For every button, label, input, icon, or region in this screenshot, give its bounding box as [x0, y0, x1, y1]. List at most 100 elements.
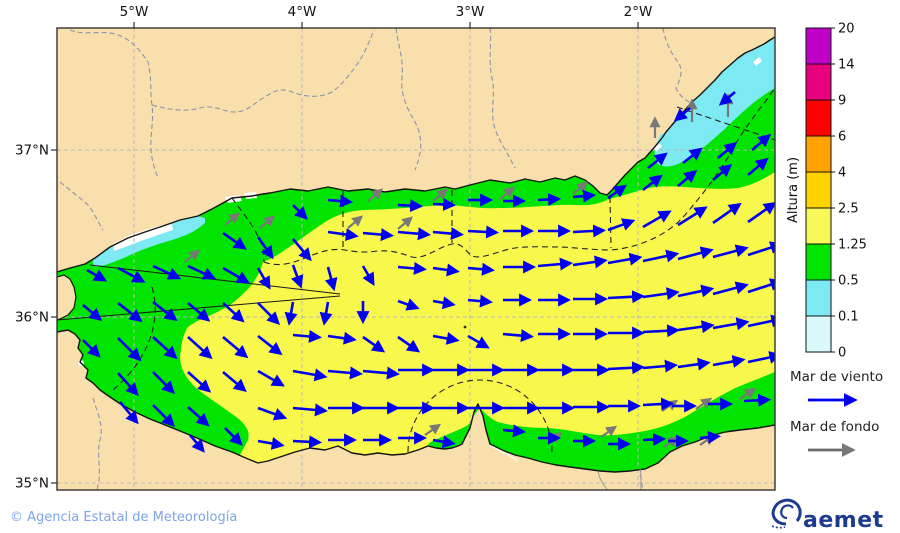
wind-arrow [362, 335, 386, 353]
wind-arrow [324, 266, 338, 292]
swell-arrow [367, 188, 384, 202]
wind-arrow [327, 331, 357, 345]
colorbar-segment [805, 279, 832, 317]
colorbar-tick-label: 0.1 [838, 310, 859, 325]
wind-arrow [712, 317, 750, 331]
wind-arrow [222, 336, 249, 359]
wind-arrow [642, 432, 667, 446]
axis-ticks [51, 22, 639, 484]
wind-arrow [117, 337, 142, 362]
wind-arrow [397, 298, 420, 311]
wind-arrow [187, 302, 211, 322]
wind-arrow [117, 301, 143, 323]
wind-arrow [642, 287, 680, 301]
swell-arrow [397, 216, 414, 230]
wind-arrow [86, 268, 108, 282]
sea-cyan-northeast-strip [654, 37, 775, 167]
lon-label: 2°W [624, 4, 653, 20]
swell-arrow [184, 249, 201, 263]
axis-labels: 5°W 4°W 3°W 2°W 37°N 36°N 35°N [15, 4, 652, 492]
wind-arrow [502, 424, 527, 438]
alboran-island-dot [463, 325, 467, 329]
wind-arrow [362, 366, 400, 380]
wind-arrow [572, 224, 607, 238]
wind-arrow [292, 435, 323, 449]
wind-arrow [747, 201, 775, 224]
wind-arrow [677, 169, 698, 187]
colorbar: 20 14 9 6 4 2.5 1.25 0.5 0.1 0 [805, 22, 867, 361]
legend-swell-label: Mar de fondo [790, 419, 879, 435]
wind-arrow [152, 404, 175, 427]
wind-arrow [537, 257, 573, 271]
swell-arrow [499, 186, 516, 200]
wind-arrow [222, 266, 250, 284]
wind-arrow [292, 329, 322, 343]
wind-arrow [292, 403, 328, 417]
wind-arrow [319, 301, 333, 326]
wind-arrow [432, 263, 460, 277]
legend-wind-label: Mar de viento [790, 369, 883, 385]
wind-arrow [432, 296, 456, 310]
wind-arrow [712, 163, 733, 181]
wind-arrow [257, 334, 283, 356]
wind-arrow [152, 300, 178, 322]
wind-arrow [572, 189, 597, 203]
wind-arrow [432, 332, 460, 345]
wind-arrow [257, 369, 285, 387]
colorbar-segment [805, 171, 832, 209]
swell-arrow [224, 212, 241, 226]
logo-swirl-icon [771, 498, 802, 529]
colorbar-segment [805, 243, 832, 281]
wind-arrow [284, 301, 298, 326]
wind-arrow [502, 329, 534, 343]
wind-arrow [642, 210, 672, 229]
wind-arrow [327, 228, 359, 241]
wind-arrow [718, 91, 736, 106]
lon-label: 5°W [120, 4, 149, 20]
colorbar-tick-label: 6 [838, 130, 846, 145]
aemet-logo: aemet [771, 498, 884, 533]
wind-arrow [712, 202, 742, 225]
wind-arrow [712, 244, 749, 259]
wind-arrow [397, 227, 431, 241]
logo-text: aemet [803, 508, 884, 533]
wind-arrow [361, 265, 375, 287]
wind-arrow [677, 206, 708, 227]
mar-chica-lagoon [489, 445, 519, 462]
wind-arrow [607, 184, 627, 200]
wind-arrow [189, 434, 205, 453]
wind-arrow [292, 204, 308, 220]
wind-arrow [327, 366, 363, 380]
wind-arrow [607, 290, 646, 304]
colorbar-segment [805, 63, 832, 101]
wind-arrow [432, 435, 456, 449]
wind-arrow [222, 302, 245, 323]
colorbar-tick-label: 2.5 [838, 202, 859, 217]
colorbar-tick-label: 0 [838, 346, 846, 361]
wind-arrow [256, 236, 274, 260]
wind-arrow [467, 334, 490, 349]
wind-arrow [257, 437, 285, 450]
wind-arrow [642, 397, 675, 411]
wind-arrow [712, 355, 746, 368]
swell-arrow [739, 387, 757, 400]
swell-arrow [432, 188, 449, 202]
rivers [597, 468, 642, 490]
wind-arrow [537, 192, 562, 206]
wind-arrow [152, 336, 178, 360]
colorbar-tick-label: 4 [838, 166, 846, 181]
wind-arrow [682, 147, 703, 165]
wind-arrow [257, 302, 280, 325]
wind-arrow [467, 225, 500, 239]
sea-calm-patch [753, 57, 762, 66]
lat-label: 37°N [15, 143, 49, 159]
lat-label: 35°N [15, 476, 49, 492]
coastline [57, 36, 775, 473]
sea-green-south-strip [428, 372, 775, 472]
colorbar-tick-label: 1.25 [838, 238, 867, 253]
wind-arrow [642, 174, 663, 192]
wind-arrow [117, 266, 146, 283]
wind-arrow [187, 264, 217, 280]
